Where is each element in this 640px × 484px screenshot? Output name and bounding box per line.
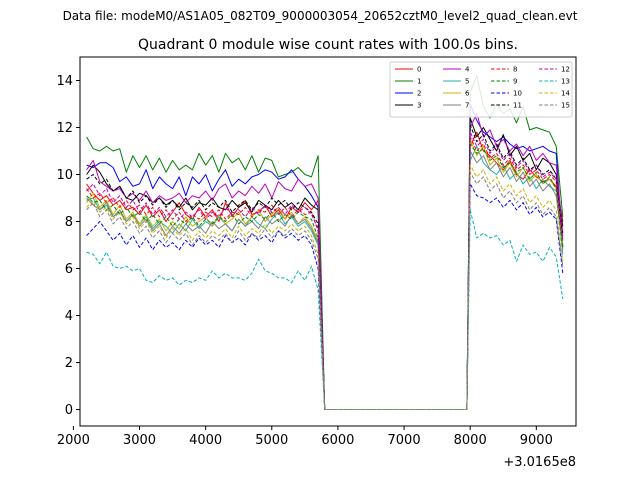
chart-title: Quadrant 0 module wise count rates with …	[138, 37, 518, 53]
y-tick-label: 2	[65, 356, 73, 371]
y-tick-label: 8	[65, 215, 73, 230]
legend-label-4: 4	[465, 66, 470, 74]
series-lines	[86, 75, 564, 410]
legend-label-12: 12	[561, 66, 570, 74]
legend-label-10: 10	[513, 90, 522, 98]
x-tick-label: 2000	[57, 433, 90, 448]
x-tick-label: 7000	[388, 433, 421, 448]
y-tick-label: 4	[65, 309, 73, 324]
legend-label-0: 0	[417, 66, 421, 74]
y-tick-label: 12	[56, 121, 73, 136]
legend-label-2: 2	[417, 90, 421, 98]
x-tick-label: 5000	[255, 433, 288, 448]
x-tick-label: 8000	[454, 433, 487, 448]
x-tick-label: 4000	[189, 433, 222, 448]
x-offset-label: +3.0165e8	[503, 455, 576, 470]
legend-label-13: 13	[561, 78, 570, 86]
y-tick-label: 6	[65, 262, 73, 277]
axes: 2000 3000 4000 5000 6000 7000 8000 9000 0 2 4 6 8 10 1…	[56, 74, 552, 448]
series-line-0	[86, 131, 564, 410]
y-tick-label: 10	[56, 168, 73, 183]
legend-label-7: 7	[465, 102, 469, 110]
series-line-4	[86, 112, 564, 410]
x-tick-label: 9000	[520, 433, 553, 448]
y-tick-label: 14	[56, 74, 73, 89]
legend-label-11: 11	[513, 102, 522, 110]
series-line-12	[86, 131, 564, 410]
series-line-2	[86, 103, 564, 410]
figure-suptitle: Data file: modeM0/AS1A05_082T09_90000030…	[63, 9, 578, 23]
legend-label-14: 14	[561, 90, 570, 98]
legend-label-5: 5	[465, 78, 469, 86]
series-line-10	[86, 183, 564, 410]
series-line-13	[86, 209, 564, 410]
series-line-11	[86, 124, 564, 410]
legend-label-8: 8	[513, 66, 517, 74]
x-tick-label: 6000	[321, 433, 354, 448]
legend-label-6: 6	[465, 90, 470, 98]
series-line-9	[86, 143, 564, 410]
plot-area	[80, 57, 576, 426]
plot-frame	[79, 56, 577, 427]
legend-label-9: 9	[513, 78, 517, 86]
legend-box	[389, 61, 573, 118]
series-line-7	[86, 150, 564, 410]
x-tick-label: 3000	[123, 433, 156, 448]
legend-label-3: 3	[417, 102, 421, 110]
legend-label-15: 15	[561, 102, 570, 110]
series-line-15	[86, 171, 564, 410]
series-line-8	[86, 136, 564, 410]
y-tick-label: 0	[65, 403, 73, 418]
legend-label-1: 1	[417, 78, 421, 86]
